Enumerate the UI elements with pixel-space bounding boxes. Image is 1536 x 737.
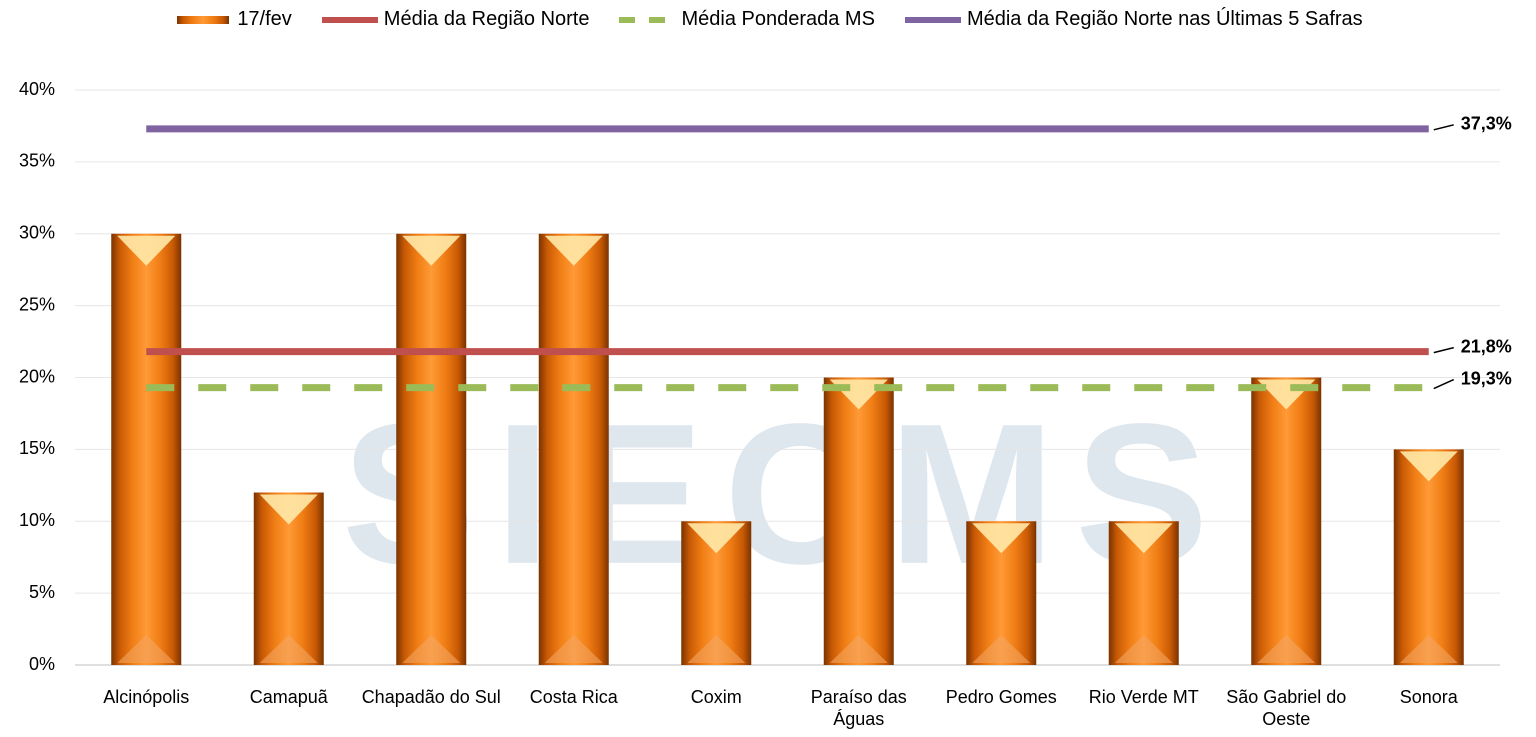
label-leader (1433, 124, 1454, 131)
legend-label: 17/fev (237, 8, 292, 30)
bar (1393, 449, 1464, 665)
x-tick-label: Coxim (690, 687, 742, 707)
legend: 17/fev Média da Região Norte Média Pondera… (0, 8, 1536, 31)
bar-group (1108, 521, 1179, 665)
bar-base (687, 635, 746, 663)
bar-highlight (402, 235, 461, 266)
x-tick-label: Chapadão do Sul (361, 687, 501, 707)
bar-group (111, 233, 182, 665)
watermark: SIECMS (342, 383, 1229, 606)
bar (1251, 377, 1322, 665)
bar (823, 377, 894, 665)
legend-bar (177, 15, 230, 24)
y-tick-label: 5% (29, 582, 55, 602)
y-tick-label: 25% (19, 294, 55, 314)
x-tick-label: Camapuã (249, 687, 328, 707)
bar-group (253, 492, 324, 665)
bar-group (1393, 449, 1464, 665)
legend-item: Média da Região Norte nas Últimas 5 Safr… (903, 8, 1363, 31)
bar-base (1399, 635, 1458, 663)
legend-label: Média Ponderada MS (681, 8, 875, 30)
bar-base (972, 635, 1031, 663)
bar-base (1257, 635, 1316, 663)
bar-highlight (544, 235, 603, 266)
x-tick-label: Alcinópolis (103, 687, 190, 707)
bar (111, 233, 182, 665)
legend-swatch (177, 15, 230, 24)
label-leader (1433, 378, 1455, 390)
bar-highlight (687, 523, 746, 554)
bar-highlight (1114, 523, 1173, 554)
bar-base (259, 635, 318, 663)
y-tick-label: 35% (19, 151, 55, 171)
y-tick-label: 20% (19, 366, 55, 386)
y-tick-label: 15% (19, 438, 55, 458)
data-label: 37,3% (1461, 114, 1512, 134)
bar (538, 233, 609, 665)
bar-highlight (972, 523, 1031, 554)
legend-label: Média da Região Norte nas Últimas 5 Safr… (966, 8, 1363, 30)
x-tick-label: São Gabriel do Oeste (1226, 687, 1347, 729)
bar-base (117, 635, 176, 663)
bar-highlight (117, 235, 176, 266)
bar-group (681, 521, 752, 665)
x-tick-label: Costa Rica (529, 687, 618, 707)
bar-highlight (1399, 451, 1458, 482)
legend-swatch (904, 16, 961, 23)
x-tick-label: Paraíso das Águas (810, 687, 907, 729)
y-tick-label: 10% (19, 510, 55, 530)
y-tick-label: 30% (19, 223, 55, 243)
legend-label: Média da Região Norte (383, 8, 590, 30)
bar-base (829, 635, 888, 663)
y-tick-label: 0% (29, 654, 55, 674)
bar-group (823, 377, 894, 665)
legend-swatch (619, 16, 676, 23)
label-leader (1433, 346, 1454, 354)
bar-base (1114, 635, 1173, 663)
x-tick-label: Rio Verde MT (1088, 687, 1199, 707)
data-label: 19,3% (1461, 368, 1512, 388)
legend-swatch (321, 16, 378, 23)
data-label: 21,8% (1461, 336, 1512, 356)
legend-item: Média Ponderada MS (617, 8, 875, 31)
bar-base (402, 635, 461, 663)
bar-group (538, 233, 609, 665)
bar (396, 233, 467, 665)
x-tick-label: Sonora (1399, 687, 1458, 707)
bar-base (544, 635, 603, 663)
x-tick-label: Pedro Gomes (945, 687, 1057, 707)
bar-highlight (259, 494, 318, 525)
legend-item: Média da Região Norte (320, 8, 590, 31)
bar-group (1251, 377, 1322, 665)
bar-group (966, 521, 1037, 665)
legend-item: 17/fev (173, 8, 292, 31)
bar-group (396, 233, 467, 665)
y-tick-label: 40% (19, 79, 55, 99)
